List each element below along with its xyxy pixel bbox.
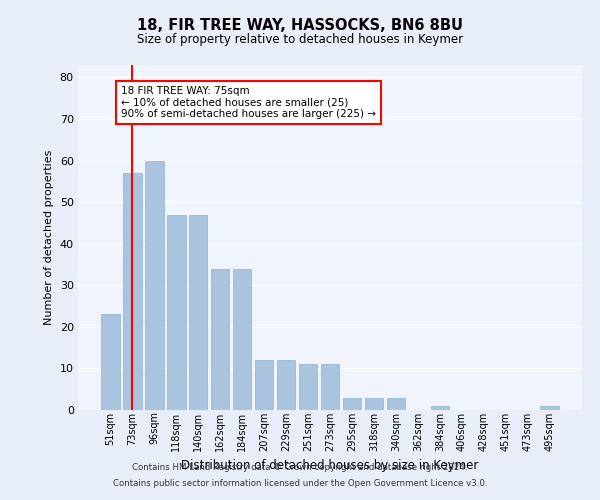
Text: Contains public sector information licensed under the Open Government Licence v3: Contains public sector information licen… bbox=[113, 478, 487, 488]
Bar bbox=[101, 314, 119, 410]
X-axis label: Distribution of detached houses by size in Keymer: Distribution of detached houses by size … bbox=[181, 459, 479, 472]
Bar bbox=[343, 398, 361, 410]
Bar bbox=[277, 360, 295, 410]
Bar bbox=[145, 160, 164, 410]
Y-axis label: Number of detached properties: Number of detached properties bbox=[44, 150, 54, 325]
Text: Contains HM Land Registry data © Crown copyright and database right 2024.: Contains HM Land Registry data © Crown c… bbox=[132, 464, 468, 472]
Bar bbox=[167, 214, 185, 410]
Bar bbox=[233, 268, 251, 410]
Bar bbox=[211, 268, 229, 410]
Bar bbox=[386, 398, 405, 410]
Bar bbox=[299, 364, 317, 410]
Bar bbox=[365, 398, 383, 410]
Text: 18, FIR TREE WAY, HASSOCKS, BN6 8BU: 18, FIR TREE WAY, HASSOCKS, BN6 8BU bbox=[137, 18, 463, 32]
Bar bbox=[123, 173, 142, 410]
Text: 18 FIR TREE WAY: 75sqm
← 10% of detached houses are smaller (25)
90% of semi-det: 18 FIR TREE WAY: 75sqm ← 10% of detached… bbox=[121, 86, 376, 119]
Bar bbox=[320, 364, 340, 410]
Bar bbox=[541, 406, 559, 410]
Bar bbox=[431, 406, 449, 410]
Bar bbox=[255, 360, 274, 410]
Bar bbox=[189, 214, 208, 410]
Text: Size of property relative to detached houses in Keymer: Size of property relative to detached ho… bbox=[137, 32, 463, 46]
